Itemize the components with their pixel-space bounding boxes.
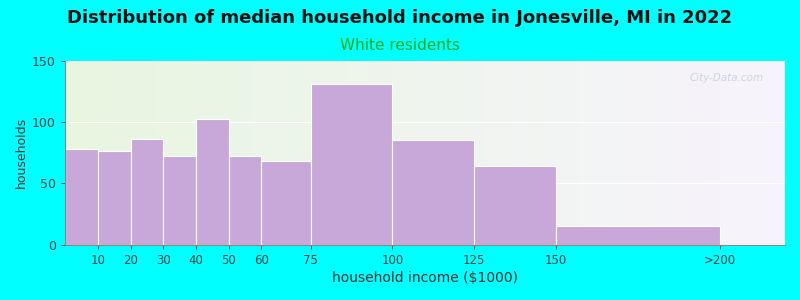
Bar (310, 84, 392, 245)
Bar (65, 149, 98, 245)
X-axis label: household income ($1000): household income ($1000) (332, 271, 518, 285)
Bar (130, 139, 163, 245)
Bar (392, 140, 474, 245)
Bar (98, 152, 130, 245)
Text: City-Data.com: City-Data.com (690, 74, 763, 83)
Bar (229, 156, 262, 245)
Text: White residents: White residents (340, 38, 460, 52)
Y-axis label: households: households (15, 117, 28, 188)
Bar (196, 119, 229, 245)
Bar (474, 166, 556, 245)
Bar (556, 226, 719, 245)
Text: Distribution of median household income in Jonesville, MI in 2022: Distribution of median household income … (67, 9, 733, 27)
Bar (262, 161, 310, 245)
Bar (163, 156, 196, 245)
